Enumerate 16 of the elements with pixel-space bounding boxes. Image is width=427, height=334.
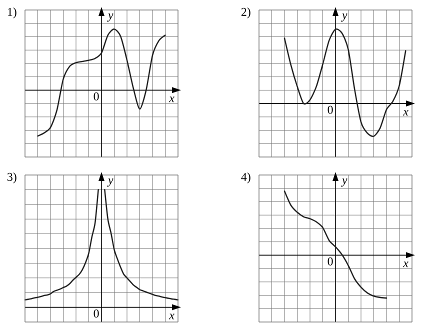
y-axis-title: y: [341, 14, 348, 22]
y-axis-title: y: [107, 178, 114, 187]
chart-title: 2): [241, 8, 250, 18]
annotation: 0: [94, 92, 99, 100]
y-axis-title: y: [107, 14, 114, 22]
x-axis-title: x: [403, 110, 408, 116]
chart-title: 4): [241, 172, 250, 184]
chart-title: 1): [8, 8, 16, 18]
x-axis-title: x: [169, 314, 174, 320]
annotation: 0: [328, 106, 333, 114]
annotation: 0: [328, 257, 333, 266]
x-axis-title: x: [403, 262, 408, 268]
x-axis-title: x: [169, 96, 174, 102]
text: 0: [94, 309, 99, 318]
y-axis-title: y: [341, 178, 348, 187]
chart-title: 3): [8, 172, 16, 184]
